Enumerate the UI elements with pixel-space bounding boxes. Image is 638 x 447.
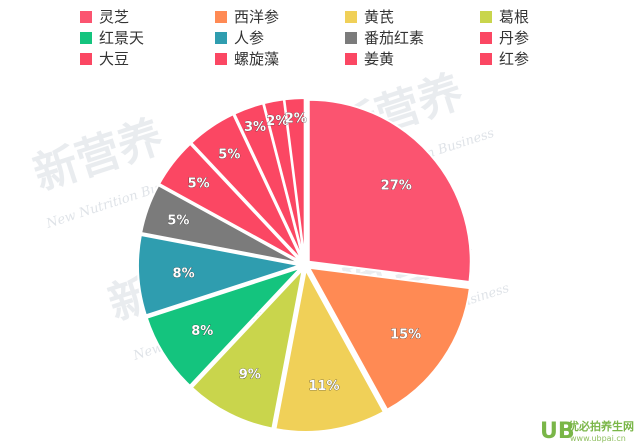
pie-slice[interactable] xyxy=(190,266,305,430)
logo-mark: UB xyxy=(540,419,575,444)
legend-swatch[interactable] xyxy=(345,32,357,44)
pie-slice-label: 2% xyxy=(266,114,288,129)
pie-slice[interactable] xyxy=(139,183,301,265)
pie-slice[interactable] xyxy=(189,112,304,262)
legend-swatch[interactable] xyxy=(215,53,227,65)
legend-swatch[interactable] xyxy=(345,53,357,65)
legend-label: 黄芪 xyxy=(364,8,394,26)
pie-slice-label: 3% xyxy=(244,120,266,135)
pie-slice-label: 11% xyxy=(308,379,339,394)
pie-slice-label: 8% xyxy=(173,267,195,282)
pie-slice-label: 5% xyxy=(167,213,189,228)
pie-slice-label: 5% xyxy=(218,148,240,163)
legend-label: 丹参 xyxy=(499,29,529,47)
legend-label: 西洋参 xyxy=(234,8,279,26)
pie-slice-label: 8% xyxy=(191,324,213,339)
pie-slice-label: 27% xyxy=(381,179,412,194)
legend-label: 红参 xyxy=(499,50,529,68)
legend-label: 人参 xyxy=(234,29,264,47)
legend-swatch[interactable] xyxy=(480,11,492,23)
pie-slice[interactable] xyxy=(157,142,302,263)
pie-slice[interactable] xyxy=(307,266,471,412)
legend-swatch[interactable] xyxy=(215,32,227,44)
legend-swatch[interactable] xyxy=(215,11,227,23)
legend-swatch[interactable] xyxy=(480,53,492,65)
pie-slice-label: 5% xyxy=(188,177,210,192)
legend-swatch[interactable] xyxy=(345,11,357,23)
legend-label: 灵芝 xyxy=(99,8,129,26)
pie-slice[interactable] xyxy=(145,266,302,388)
legend-label: 葛根 xyxy=(499,8,529,26)
legend-label: 螺旋藻 xyxy=(234,50,279,68)
pie-slice-label: 9% xyxy=(239,367,261,382)
legend-swatch[interactable] xyxy=(80,53,92,65)
pie-slice-labels: 27%15%11%9%8%8%5%5%5%3% 2%2% xyxy=(167,111,421,394)
legend-label: 大豆 xyxy=(99,50,129,68)
pie-slice[interactable] xyxy=(283,97,306,261)
pie-slice[interactable] xyxy=(274,267,386,433)
legend-swatch[interactable] xyxy=(80,11,92,23)
legend-label: 姜黄 xyxy=(364,50,394,68)
pie-slice[interactable] xyxy=(307,98,472,284)
legend-swatch[interactable] xyxy=(480,32,492,44)
pie-slice-label: 15% xyxy=(390,327,421,342)
legend-label: 红景天 xyxy=(99,29,144,47)
logo-text: 优必拍养生网 xyxy=(568,419,634,433)
logo-url: www.ubpai.cn xyxy=(570,434,626,443)
legend-label: 番茄红素 xyxy=(364,29,424,47)
pie-slices xyxy=(137,97,472,433)
site-logo: UB 优必拍养生网 www.ubpai.cn xyxy=(540,419,634,444)
pie-slice-label: 2% xyxy=(285,112,307,127)
legend-swatch[interactable] xyxy=(80,32,92,44)
pie-slice[interactable] xyxy=(137,233,301,317)
